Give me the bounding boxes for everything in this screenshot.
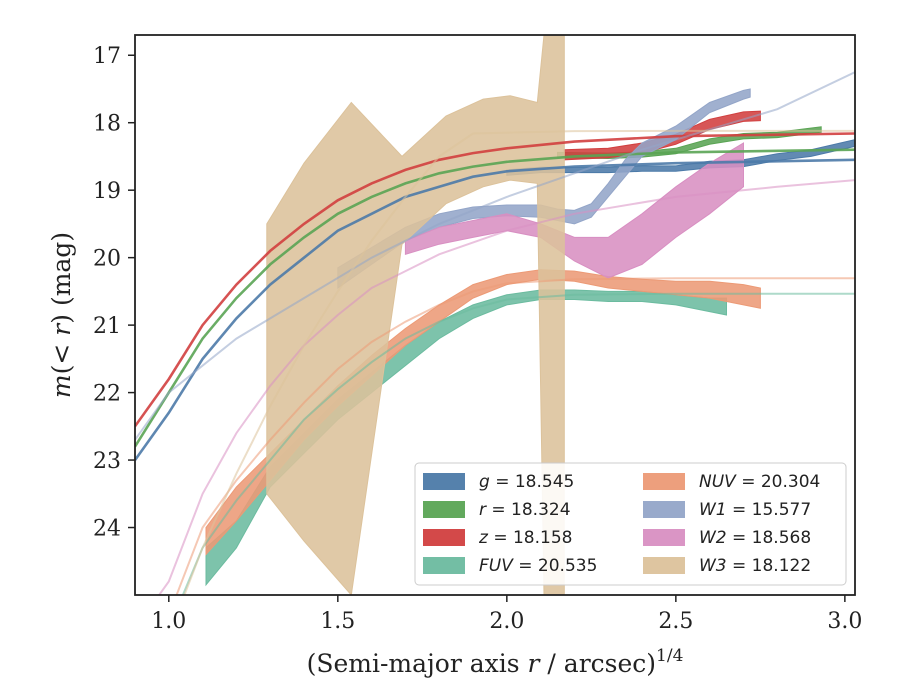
model-curve-fuv: [181, 292, 855, 595]
y-tick-label: 17: [93, 44, 121, 69]
model-curve-w1: [135, 71, 855, 441]
band-w2: [404, 142, 744, 279]
y-tick-label: 24: [93, 517, 121, 542]
x-tick-label: 3.0: [827, 609, 862, 634]
model-curve-z: [135, 132, 855, 428]
legend-box: [414, 462, 847, 586]
legend-label-r: r = 18.324: [479, 500, 571, 520]
x-tick-label: 1.0: [151, 609, 186, 634]
x-axis-label: (Semi-major axis r / arcsec)1/4: [307, 646, 684, 678]
y-tick-label: 18: [93, 112, 121, 137]
x-tick-label: 2.5: [658, 609, 693, 634]
y-axis-label: m(< r) (mag): [47, 232, 76, 398]
legend-swatch-w2: [643, 529, 685, 546]
y-axis-ticks: 17 18 19 20 21 22 23 24: [93, 44, 135, 542]
y-tick-label: 20: [93, 247, 121, 272]
legend-swatch-nuv: [643, 473, 685, 490]
legend-label-w3: W3 = 18.122: [699, 556, 811, 576]
y-tick-label: 22: [93, 382, 121, 407]
x-tick-label: 2.0: [489, 609, 524, 634]
legend-swatch-g: [423, 473, 465, 490]
y-tick-label: 23: [93, 449, 121, 474]
legend-swatch-z: [423, 529, 465, 546]
model-curve-nuv: [175, 277, 855, 595]
legend-label-fuv: FUV = 20.535: [479, 556, 597, 576]
legend-label-w1: W1 = 15.577: [699, 500, 811, 520]
y-tick-label: 19: [93, 179, 121, 204]
x-axis-ticks: 1.0 1.5 2.0 2.5 3.0: [151, 595, 862, 634]
x-tick-label: 1.5: [320, 609, 355, 634]
legend-label-nuv: NUV = 20.304: [699, 472, 820, 492]
legend-swatch-r: [423, 501, 465, 518]
legend-label-g: g = 18.545: [479, 472, 574, 492]
legend-swatch-w3: [643, 557, 685, 574]
plot-frame: [134, 34, 856, 596]
series-model-curves: [135, 71, 855, 595]
model-curve-w2: [157, 179, 855, 595]
y-tick-label: 21: [93, 314, 121, 339]
model-curve-w3: [183, 129, 855, 595]
model-curve-r: [135, 148, 855, 448]
legend-swatch-fuv: [423, 557, 465, 574]
model-curve-g: [135, 158, 855, 461]
legend-swatch-w1: [643, 501, 685, 518]
legend: g = 18.545 r = 18.324 z = 18.158 FUV = 20.5…: [414, 462, 847, 586]
legend-label-w2: W2 = 18.568: [699, 528, 811, 548]
legend-label-z: z = 18.158: [478, 528, 572, 548]
